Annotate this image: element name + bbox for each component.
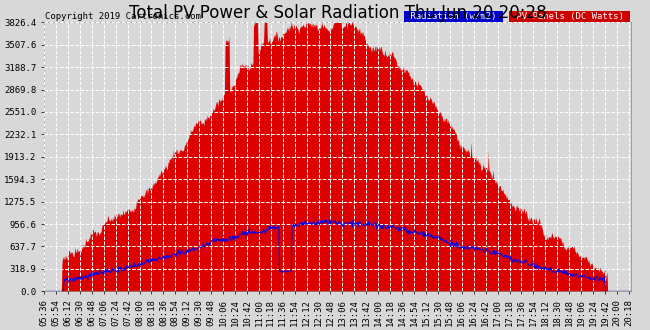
Text: Radiation (w/m2): Radiation (w/m2) <box>405 12 502 21</box>
Title: Total PV Power & Solar Radiation Thu Jun 20 20:28: Total PV Power & Solar Radiation Thu Jun… <box>129 4 546 22</box>
Text: PV Panels (DC Watts): PV Panels (DC Watts) <box>510 12 629 21</box>
Text: Copyright 2019 Cartronics.com: Copyright 2019 Cartronics.com <box>46 12 201 21</box>
